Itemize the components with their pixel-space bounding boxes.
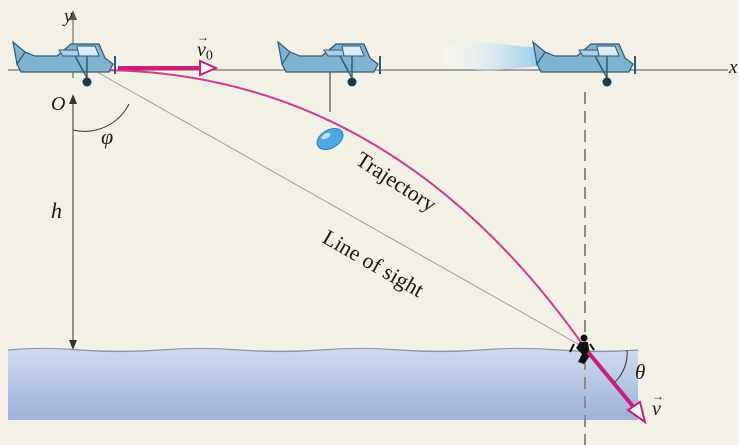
vector-arrow: → xyxy=(197,30,209,44)
trajectory-curve xyxy=(96,69,586,349)
motion-blur xyxy=(442,42,540,71)
water-surface xyxy=(8,350,638,420)
airplane-final xyxy=(532,41,636,88)
airplane-initial xyxy=(12,41,116,88)
final-velocity-label: → v xyxy=(652,390,664,420)
vector-arrow: → xyxy=(652,389,664,403)
final-velocity-symbol: v xyxy=(652,398,661,420)
initial-velocity-label: → v0 xyxy=(197,31,213,64)
final-velocity-vector xyxy=(586,350,638,412)
initial-velocity-subscript: 0 xyxy=(205,48,213,64)
theta-angle-arc xyxy=(614,349,628,383)
height-label: h xyxy=(51,198,62,223)
capsule xyxy=(316,128,344,150)
phi-label: φ xyxy=(101,124,114,149)
initial-velocity-symbol: v xyxy=(197,39,206,61)
phi-angle-arc xyxy=(72,103,130,132)
x-axis-label: x xyxy=(729,57,738,78)
line-of-sight-line xyxy=(96,71,586,349)
y-axis-label: y xyxy=(64,6,73,27)
person-figure xyxy=(569,334,595,364)
origin-label: O xyxy=(51,93,66,115)
theta-label: θ xyxy=(635,360,646,384)
